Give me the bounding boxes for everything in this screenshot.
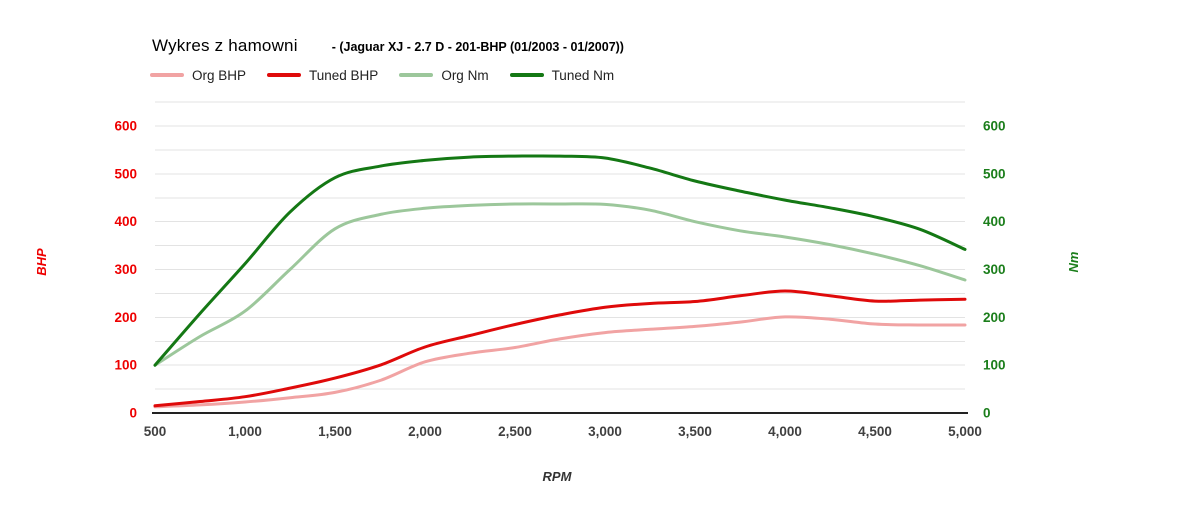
curve-tuned-nm [153, 154, 967, 367]
y-tick-right-600: 600 [983, 119, 1006, 134]
legend-label: Org Nm [441, 67, 489, 83]
x-tick-1-500: 1,500 [318, 424, 352, 439]
x-tick-5-000: 5,000 [948, 424, 982, 439]
chart-title: Wykres z hamowni [152, 36, 298, 55]
curve-org-nm [153, 202, 967, 367]
legend-item-org-nm[interactable]: Org Nm [399, 67, 489, 83]
legend-item-tuned-bhp[interactable]: Tuned BHP [267, 68, 378, 83]
y-tick-right-300: 300 [983, 262, 1006, 277]
legend-swatch-tuned-bhp [267, 73, 302, 77]
x-axis-title: RPM [543, 469, 573, 484]
chart-subtitle: - (Jaguar XJ - 2.7 D - 201-BHP (01/2003 … [331, 40, 624, 54]
legend-label: Org BHP [192, 67, 247, 83]
y-tick-right-0: 0 [983, 406, 991, 421]
y-tick-left-300: 300 [114, 262, 137, 277]
legend-item-tuned-nm[interactable]: Tuned Nm [509, 67, 615, 83]
y-tick-left-100: 100 [114, 358, 137, 373]
x-tick-4-500: 4,500 [858, 424, 892, 439]
y-tick-right-200: 200 [983, 310, 1006, 325]
x-tick-2-000: 2,000 [408, 424, 442, 439]
left-axis-title: BHP [34, 248, 49, 276]
legend-label: Tuned BHP [309, 67, 379, 83]
x-tick-3-500: 3,500 [678, 424, 712, 439]
x-tick-3-000: 3,000 [588, 424, 622, 439]
legend-swatch-org-bhp [150, 73, 184, 77]
y-tick-right-500: 500 [983, 166, 1006, 181]
y-tick-left-600: 600 [114, 119, 137, 134]
curve-org-bhp [153, 315, 967, 409]
curve-tuned-bhp [153, 289, 967, 408]
legend-swatch-tuned-nm [509, 73, 544, 77]
right-axis-title: Nm [1066, 251, 1081, 272]
chart-header: Wykres z hamowni - (Jaguar XJ - 2.7 D - … [152, 36, 624, 56]
y-tick-right-100: 100 [983, 358, 1006, 373]
legend-item-org-bhp[interactable]: Org BHP [150, 68, 246, 83]
y-tick-left-500: 500 [114, 166, 137, 181]
legend: Org BHP Tuned BHP Org Nm Tuned Nm [150, 66, 614, 84]
y-tick-right-400: 400 [983, 214, 1006, 229]
y-tick-left-0: 0 [129, 406, 137, 421]
legend-label: Tuned Nm [551, 67, 615, 83]
x-tick-4-000: 4,000 [768, 424, 802, 439]
x-tick-1-000: 1,000 [228, 424, 262, 439]
x-tick-500: 500 [144, 424, 167, 439]
legend-swatch-org-nm [399, 73, 434, 77]
y-tick-left-200: 200 [114, 310, 137, 325]
y-tick-left-400: 400 [114, 214, 137, 229]
x-tick-2-500: 2,500 [498, 424, 532, 439]
